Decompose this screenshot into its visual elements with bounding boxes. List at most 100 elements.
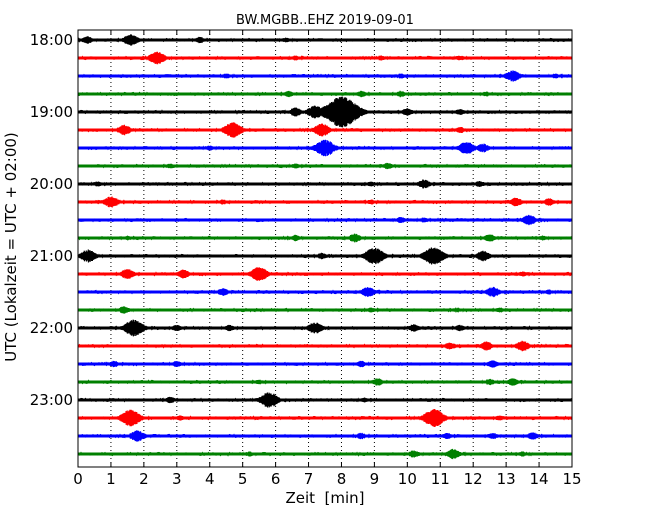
trace-burst xyxy=(355,397,374,403)
x-tick-label: 8 xyxy=(337,470,347,488)
trace-burst xyxy=(141,51,174,65)
trace-row xyxy=(77,378,572,386)
trace-burst xyxy=(300,322,330,334)
trace-noise xyxy=(77,181,572,187)
trace-burst xyxy=(366,378,389,386)
trace-burst xyxy=(118,235,137,241)
trace-burst xyxy=(497,70,528,82)
trace-row xyxy=(77,179,572,189)
x-tick-label: 5 xyxy=(238,470,248,488)
trace-burst xyxy=(309,96,374,128)
y-tick-label: 23:00 xyxy=(30,391,73,409)
trace-burst xyxy=(490,307,509,313)
trace-row xyxy=(77,51,572,65)
x-tick-label: 4 xyxy=(205,470,215,488)
trace-row xyxy=(77,430,572,442)
trace-noise xyxy=(77,307,572,313)
trace-burst xyxy=(515,214,543,226)
trace-burst xyxy=(170,269,196,279)
trace-burst xyxy=(166,324,188,332)
x-axis-label: Zeit [min] xyxy=(285,489,364,507)
trace-burst xyxy=(513,271,532,277)
trace-burst xyxy=(469,180,491,188)
trace-burst xyxy=(305,139,345,157)
plot-frame xyxy=(77,29,573,468)
x-tick-label: 14 xyxy=(530,470,549,488)
x-tick-label: 0 xyxy=(73,470,83,488)
x-tick-label: 12 xyxy=(464,470,483,488)
trace-burst xyxy=(115,34,146,46)
y-axis-ticks: 18:00 19:00 20:00 21:00 22:00 23:00 xyxy=(30,31,572,409)
trace-burst xyxy=(477,91,496,97)
trace-burst xyxy=(250,392,288,408)
trace-burst xyxy=(351,360,372,368)
trace-burst xyxy=(219,324,240,332)
x-tick-label: 11 xyxy=(431,470,450,488)
x-tick-label: 13 xyxy=(497,470,516,488)
trace-burst xyxy=(546,73,565,79)
trace-burst xyxy=(351,90,372,98)
trace-burst xyxy=(503,197,529,207)
trace-burst xyxy=(402,450,426,458)
trace-burst xyxy=(508,340,537,352)
trace-row xyxy=(77,122,572,138)
trace-row xyxy=(77,267,572,281)
trace-row xyxy=(77,139,572,157)
trace-row xyxy=(77,214,572,226)
trace-row xyxy=(77,96,572,128)
trace-burst xyxy=(305,123,338,137)
trace-burst xyxy=(354,287,382,297)
trace-burst xyxy=(362,307,381,313)
trace-burst xyxy=(436,432,458,440)
x-tick-label: 6 xyxy=(271,470,281,488)
trace-burst xyxy=(114,319,154,337)
trace-burst xyxy=(482,433,504,439)
x-tick-label: 3 xyxy=(172,470,182,488)
x-tick-label: 2 xyxy=(139,470,149,488)
trace-burst xyxy=(112,306,136,314)
trace-row xyxy=(77,196,572,208)
y-axis-label: UTC (Lokalzeit = UTC + 02:00) xyxy=(2,132,20,362)
trace-row xyxy=(77,319,572,337)
trace-burst xyxy=(413,408,455,428)
trace-burst xyxy=(479,286,507,298)
y-tick-label: 20:00 xyxy=(30,175,73,193)
seismic-traces xyxy=(77,34,572,460)
trace-burst xyxy=(473,341,499,351)
trace-burst xyxy=(469,250,497,262)
trace-noise xyxy=(77,199,572,205)
x-tick-label: 15 xyxy=(562,470,581,488)
trace-noise xyxy=(77,163,572,169)
trace-row xyxy=(77,247,572,265)
x-tick-label: 1 xyxy=(106,470,116,488)
trace-burst xyxy=(171,415,190,421)
x-tick-label: 9 xyxy=(370,470,380,488)
trace-burst xyxy=(449,324,471,332)
trace-row xyxy=(77,286,572,298)
trace-burst xyxy=(250,379,269,385)
trace-burst xyxy=(241,267,277,281)
trace-burst xyxy=(449,109,471,115)
trace-row xyxy=(77,360,572,368)
trace-noise xyxy=(77,217,572,223)
trace-noise xyxy=(77,37,572,43)
trace-burst xyxy=(449,126,471,134)
trace-burst xyxy=(96,196,126,208)
trace-row xyxy=(77,233,572,243)
x-tick-label: 10 xyxy=(398,470,417,488)
trace-burst xyxy=(110,124,138,136)
trace-burst xyxy=(533,235,552,241)
trace-burst xyxy=(166,361,188,367)
trace-row xyxy=(77,34,572,46)
trace-burst xyxy=(501,378,524,386)
trace-burst xyxy=(439,448,468,460)
trace-burst xyxy=(377,162,398,170)
trace-burst xyxy=(451,55,470,61)
trace-burst xyxy=(214,122,252,138)
trace-burst xyxy=(354,247,394,265)
trace-noise xyxy=(77,73,572,79)
trace-burst xyxy=(276,37,295,43)
trace-burst xyxy=(447,307,466,313)
trace-row xyxy=(77,90,572,98)
trace-burst xyxy=(390,216,412,224)
